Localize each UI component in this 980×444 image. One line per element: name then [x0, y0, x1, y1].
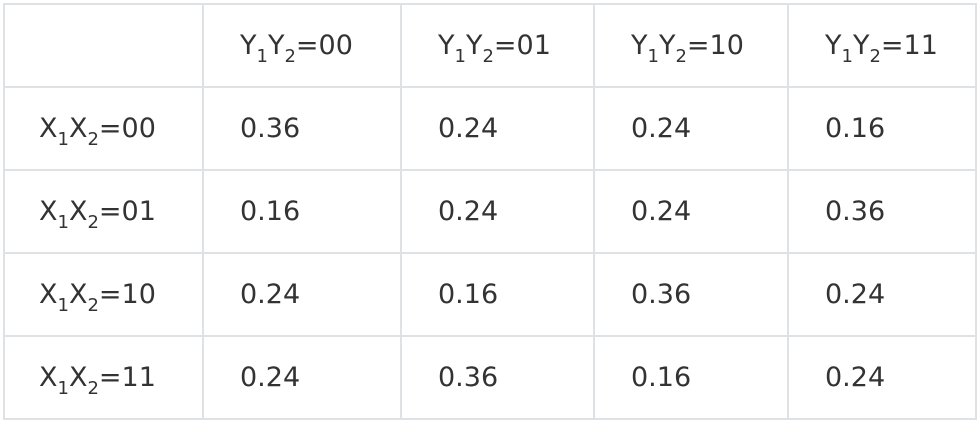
subscript: 2: [87, 295, 99, 316]
value-cell: 0.36: [202, 86, 402, 171]
subscript: 2: [87, 212, 99, 233]
label-text: Y: [631, 30, 648, 61]
value-cell: 0.24: [400, 86, 595, 171]
table-row: X1X2=11 0.24 0.36 0.16 0.24: [3, 335, 977, 420]
cell-value: 0.24: [631, 113, 692, 144]
corner-cell: [3, 3, 204, 88]
cell-value: 0.36: [240, 113, 301, 144]
subscript: 1: [57, 129, 69, 150]
header-row: Y1Y2=00 Y1Y2=01 Y1Y2=10 Y1Y2=11: [3, 3, 977, 88]
cell-value: 0.16: [240, 196, 301, 227]
cell-value: 0.16: [438, 279, 499, 310]
label-text: X: [39, 362, 58, 393]
value-cell: 0.24: [593, 169, 789, 254]
subscript: 2: [869, 46, 881, 67]
subscript: 1: [57, 378, 69, 399]
label-text: X: [68, 362, 88, 393]
row-header: X1X2=11: [3, 335, 204, 420]
cell-value: 0.16: [825, 113, 886, 144]
label-text: =01: [98, 196, 156, 227]
subscript: 2: [284, 46, 296, 67]
row-header: X1X2=01: [3, 169, 204, 254]
cell-value: 0.24: [438, 113, 499, 144]
label-text: =01: [493, 30, 551, 61]
value-cell: 0.16: [787, 86, 977, 171]
label-text: Y: [465, 30, 483, 61]
table-row: X1X2=01 0.16 0.24 0.24 0.36: [3, 169, 977, 254]
label-text: =11: [98, 362, 156, 393]
table-row: X1X2=10 0.24 0.16 0.36 0.24: [3, 252, 977, 337]
subscript: 1: [647, 46, 659, 67]
label-text: =00: [98, 113, 156, 144]
column-header: Y1Y2=00: [202, 3, 402, 88]
row-header: X1X2=00: [3, 86, 204, 171]
value-cell: 0.16: [400, 252, 595, 337]
cell-value: 0.24: [825, 279, 886, 310]
value-cell: 0.36: [593, 252, 789, 337]
cell-value: 0.24: [240, 279, 301, 310]
cell-value: 0.24: [240, 362, 301, 393]
label-text: X: [39, 196, 58, 227]
table-row: X1X2=00 0.36 0.24 0.24 0.16: [3, 86, 977, 171]
subscript: 1: [454, 46, 466, 67]
value-cell: 0.24: [593, 86, 789, 171]
label-text: =11: [880, 30, 938, 61]
cell-value: 0.36: [825, 196, 886, 227]
value-cell: 0.24: [202, 252, 402, 337]
value-cell: 0.36: [400, 335, 595, 420]
subscript: 2: [675, 46, 687, 67]
value-cell: 0.16: [202, 169, 402, 254]
label-text: X: [68, 279, 88, 310]
label-text: Y: [825, 30, 842, 61]
subscript: 2: [87, 129, 99, 150]
label-text: =10: [686, 30, 744, 61]
label-text: Y: [658, 30, 676, 61]
value-cell: 0.36: [787, 169, 977, 254]
subscript: 2: [87, 378, 99, 399]
table-body: X1X2=00 0.36 0.24 0.24 0.16 X1X2=01 0.16 0.24 0.…: [3, 86, 977, 420]
value-cell: 0.24: [787, 335, 977, 420]
value-cell: 0.24: [202, 335, 402, 420]
subscript: 1: [57, 212, 69, 233]
subscript: 1: [256, 46, 268, 67]
row-header: X1X2=10: [3, 252, 204, 337]
cell-value: 0.24: [631, 196, 692, 227]
value-cell: 0.16: [593, 335, 789, 420]
probability-table: Y1Y2=00 Y1Y2=01 Y1Y2=10 Y1Y2=11 X1X2=00 0.36…: [3, 3, 977, 420]
value-cell: 0.24: [787, 252, 977, 337]
cell-value: 0.24: [825, 362, 886, 393]
label-text: Y: [267, 30, 285, 61]
label-text: X: [68, 196, 88, 227]
label-text: Y: [438, 30, 455, 61]
column-header: Y1Y2=01: [400, 3, 595, 88]
label-text: Y: [852, 30, 870, 61]
cell-value: 0.24: [438, 196, 499, 227]
label-text: Y: [240, 30, 257, 61]
label-text: =10: [98, 279, 156, 310]
label-text: X: [68, 113, 88, 144]
label-text: X: [39, 113, 58, 144]
cell-value: 0.36: [438, 362, 499, 393]
subscript: 2: [482, 46, 494, 67]
subscript: 1: [57, 295, 69, 316]
label-text: =00: [295, 30, 353, 61]
cell-value: 0.36: [631, 279, 692, 310]
label-text: X: [39, 279, 58, 310]
column-header: Y1Y2=10: [593, 3, 789, 88]
value-cell: 0.24: [400, 169, 595, 254]
column-header: Y1Y2=11: [787, 3, 977, 88]
cell-value: 0.16: [631, 362, 692, 393]
subscript: 1: [841, 46, 853, 67]
